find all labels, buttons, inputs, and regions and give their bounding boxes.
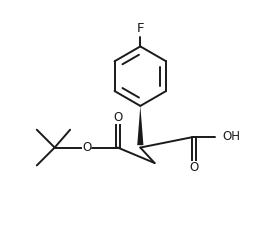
Text: O: O — [189, 161, 199, 174]
Text: F: F — [136, 22, 144, 35]
Text: O: O — [82, 141, 91, 154]
Text: O: O — [113, 111, 122, 124]
Polygon shape — [137, 106, 143, 145]
Text: OH: OH — [223, 130, 241, 143]
